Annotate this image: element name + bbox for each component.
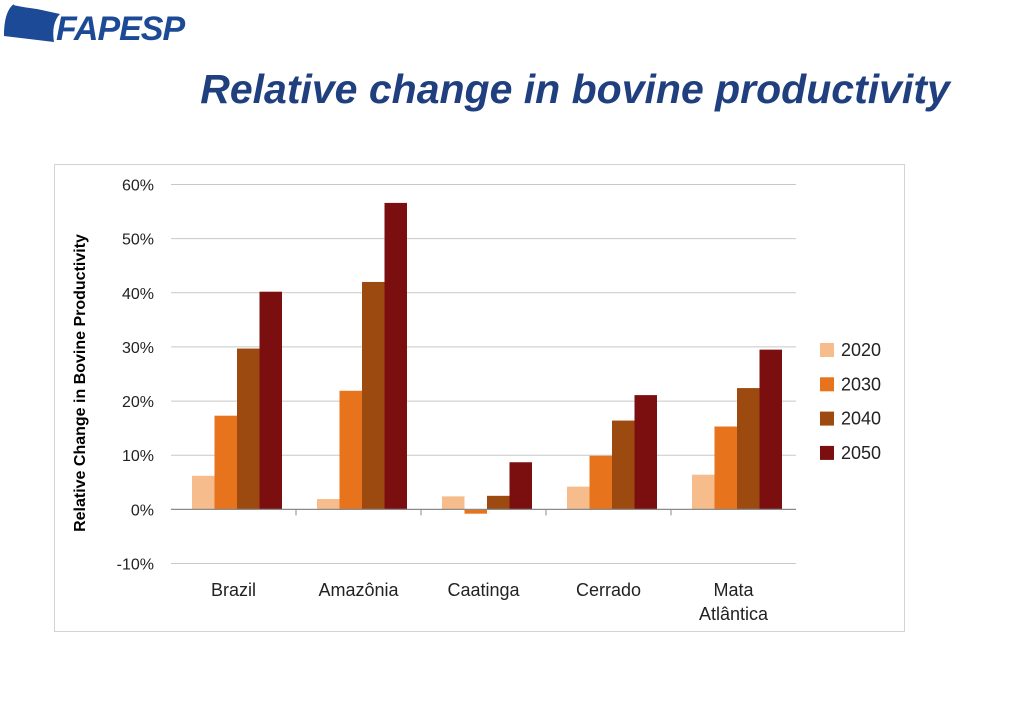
y-tick-label: 0%	[131, 502, 154, 519]
y-tick-label: -10%	[117, 557, 154, 574]
bar-2040	[237, 348, 260, 510]
category-label: Brazil	[211, 580, 256, 600]
bar-chart: -10% 0% 10% 20% 30% 40% 50% 60% Brazil Amazônia C…	[72, 178, 881, 625]
bar-2030	[464, 509, 487, 514]
legend-label: 2030	[841, 374, 881, 394]
legend-label: 2050	[841, 443, 881, 463]
bar-2050	[259, 291, 282, 510]
category-label: Cerrado	[576, 580, 641, 600]
bar-2030	[214, 415, 237, 510]
x-axis	[171, 508, 796, 516]
bar-2050	[634, 395, 657, 510]
chart-frame: -10% 0% 10% 20% 30% 40% 50% 60% Brazil Amazônia C…	[54, 164, 905, 632]
bar-2020	[567, 486, 590, 510]
y-tick-label: 20%	[122, 394, 154, 411]
bar-2020	[692, 474, 715, 510]
bar-2040	[487, 495, 510, 510]
legend-swatch	[820, 343, 834, 357]
bar-2040	[737, 388, 760, 510]
legend-swatch	[820, 445, 834, 460]
y-axis-ticks: -10% 0% 10% 20% 30% 40% 50% 60%	[117, 178, 154, 574]
category-labels: Brazil Amazônia Caatinga Cerrado Mata Atlânti…	[211, 580, 769, 624]
category-label: Atlântica	[699, 604, 769, 624]
legend: 2020 2030 2040 2050	[820, 340, 881, 463]
legend-swatch	[820, 377, 834, 392]
bar-2020	[317, 499, 340, 510]
legend-swatch	[820, 411, 834, 426]
bar-2050	[759, 349, 782, 510]
y-tick-label: 40%	[122, 286, 154, 303]
category-label: Amazônia	[318, 580, 399, 600]
y-tick-label: 60%	[122, 178, 154, 195]
bars	[192, 202, 782, 514]
bar-2030	[714, 426, 737, 510]
bar-2040	[362, 281, 385, 510]
y-tick-label: 30%	[122, 340, 154, 357]
fapesp-logo: FAPESP	[0, 0, 205, 52]
fapesp-flag-icon: FAPESP	[4, 3, 186, 48]
slide-title: Relative change in bovine productivity	[200, 66, 950, 112]
logo-text: FAPESP	[56, 10, 185, 48]
bar-2020	[442, 496, 465, 510]
bar-2050	[509, 462, 532, 510]
y-tick-label: 10%	[122, 448, 154, 465]
bar-2030	[589, 455, 612, 510]
bar-2020	[192, 475, 215, 510]
category-label: Mata	[713, 580, 754, 600]
legend-label: 2020	[841, 340, 881, 360]
bar-2040	[612, 420, 635, 510]
y-axis-label: Relative Change in Bovine Productivity	[72, 234, 89, 532]
category-label: Caatinga	[447, 580, 520, 600]
bar-2030	[339, 390, 362, 510]
legend-label: 2040	[841, 409, 881, 429]
y-tick-label: 50%	[122, 232, 154, 249]
bar-2050	[384, 202, 407, 510]
